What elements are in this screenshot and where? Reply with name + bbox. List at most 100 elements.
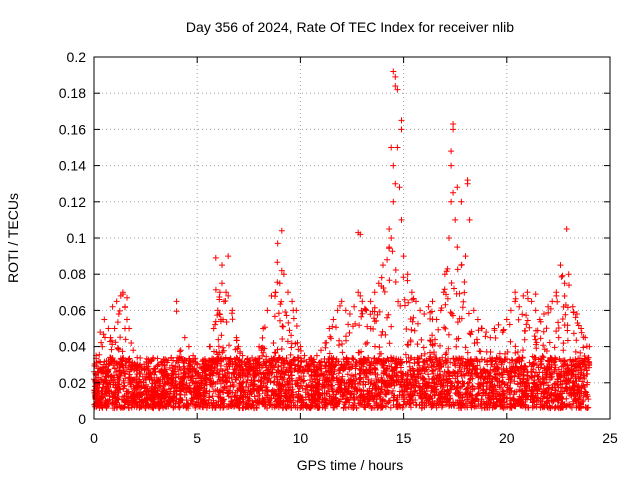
- data-point: [252, 358, 258, 365]
- dense-scatter-cloud: [91, 245, 593, 412]
- data-point: [223, 289, 230, 296]
- data-point: [305, 361, 312, 368]
- data-point: [351, 303, 358, 310]
- data-point: [101, 316, 108, 323]
- x-axis-label: GPS time / hours: [297, 457, 404, 473]
- data-point: [124, 294, 130, 301]
- data-point: [541, 311, 547, 317]
- data-point: [487, 334, 494, 341]
- data-point: [355, 229, 362, 236]
- data-point: [136, 370, 143, 377]
- data-point: [239, 352, 246, 359]
- data-point: [483, 329, 490, 336]
- data-point: [532, 307, 539, 314]
- data-point: [586, 343, 593, 350]
- data-point: [466, 216, 473, 223]
- x-tick-label: 5: [193, 430, 201, 446]
- data-point: [346, 311, 353, 317]
- data-point: [516, 303, 523, 310]
- data-point: [268, 292, 275, 299]
- data-point: [225, 253, 232, 260]
- data-point: [97, 329, 104, 336]
- data-point: [404, 271, 411, 278]
- data-point: [458, 198, 465, 205]
- grid-lines: [94, 57, 610, 419]
- data-point: [247, 365, 254, 372]
- data-point: [394, 86, 401, 93]
- data-point: [225, 292, 232, 299]
- data-point: [495, 321, 502, 328]
- data-point: [441, 271, 448, 278]
- data-point: [111, 325, 118, 332]
- data-point: [557, 262, 564, 269]
- data-point: [144, 365, 151, 372]
- data-point: [181, 334, 188, 341]
- data-point: [380, 262, 386, 269]
- data-point: [177, 347, 184, 354]
- data-point: [400, 253, 407, 260]
- x-tick-label: 20: [499, 430, 515, 446]
- y-tick-label: 0.12: [59, 194, 86, 210]
- y-tick-label: 0.04: [59, 339, 86, 355]
- data-point: [446, 235, 452, 241]
- data-point: [398, 117, 405, 124]
- data-point: [388, 235, 395, 241]
- data-point: [450, 189, 457, 196]
- data-points: [91, 68, 593, 386]
- data-point: [363, 307, 370, 314]
- data-point: [330, 316, 337, 323]
- data-point: [173, 358, 180, 365]
- data-point: [357, 292, 364, 299]
- data-point: [185, 343, 192, 350]
- data-point: [392, 83, 399, 89]
- y-axis-label: ROTI / TECUs: [5, 193, 21, 283]
- data-point: [574, 311, 580, 317]
- data-point: [132, 361, 139, 368]
- data-point: [122, 303, 128, 310]
- x-tick-label: 25: [602, 430, 618, 446]
- data-point: [375, 280, 382, 287]
- data-point: [107, 334, 114, 341]
- data-point: [408, 289, 415, 296]
- data-point: [243, 361, 250, 368]
- data-point: [390, 162, 397, 169]
- data-point: [355, 289, 362, 296]
- data-point: [202, 358, 209, 365]
- data-point: [462, 253, 469, 260]
- data-point: [216, 289, 223, 296]
- y-tick-label: 0.08: [59, 266, 86, 282]
- data-point: [338, 298, 345, 305]
- axis-ticks: [93, 56, 611, 420]
- data-point: [274, 240, 281, 247]
- data-point: [474, 316, 481, 323]
- x-tick-label: 0: [90, 430, 98, 446]
- y-tick-label: 0.16: [59, 121, 86, 137]
- data-point: [536, 316, 543, 323]
- data-point: [388, 144, 395, 151]
- data-point: [103, 361, 110, 368]
- data-point: [289, 298, 296, 305]
- data-point: [165, 372, 172, 379]
- data-point: [512, 289, 519, 296]
- data-point: [454, 244, 461, 251]
- data-point: [115, 311, 122, 317]
- data-point: [578, 325, 585, 332]
- data-point: [450, 126, 457, 133]
- data-point: [264, 307, 271, 314]
- data-point: [549, 298, 556, 305]
- data-point: [437, 307, 444, 314]
- y-tick-label: 0.2: [67, 49, 87, 65]
- data-point: [448, 198, 455, 205]
- data-point: [569, 303, 576, 310]
- data-point: [565, 271, 572, 278]
- data-point: [417, 307, 424, 314]
- data-point: [561, 280, 568, 287]
- data-point: [293, 307, 300, 314]
- data-point: [491, 325, 498, 332]
- data-point: [450, 121, 457, 127]
- data-point: [421, 311, 428, 317]
- data-point: [285, 289, 291, 296]
- data-point: [507, 307, 514, 314]
- data-point: [528, 298, 535, 305]
- data-point: [390, 198, 397, 205]
